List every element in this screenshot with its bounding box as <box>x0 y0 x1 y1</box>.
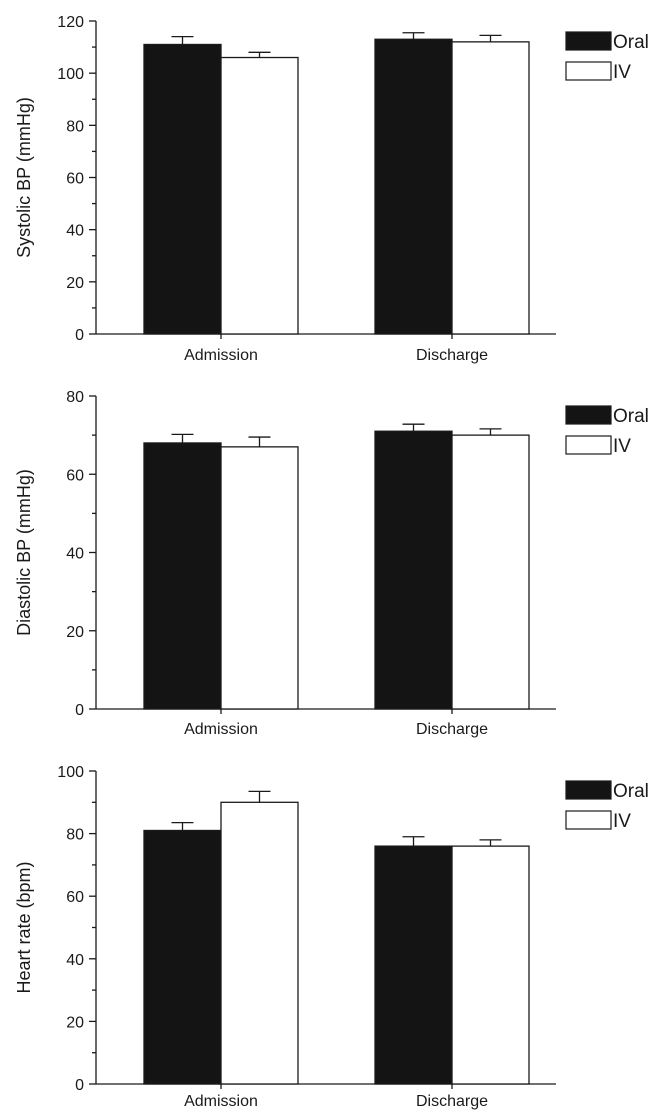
y-tick-label: 80 <box>66 118 84 135</box>
x-category-label: Admission <box>184 721 258 738</box>
legend-swatch-oral <box>565 780 612 800</box>
bar-oral-discharge <box>374 845 453 1085</box>
x-category-label: Admission <box>184 347 258 364</box>
bar-oral-discharge <box>374 430 453 710</box>
y-tick-label: 60 <box>66 171 84 188</box>
legend-label-oral: Oral <box>613 32 649 53</box>
bar-iv-admission <box>220 801 299 1085</box>
bar-iv-admission <box>220 56 299 335</box>
legend: Oral IV <box>565 405 649 457</box>
y-tick-label: 40 <box>66 952 84 969</box>
bar-oral-admission <box>143 442 222 710</box>
y-tick-label: 100 <box>57 66 84 83</box>
y-axis-label: Diastolic BP (mmHg) <box>14 469 34 636</box>
y-tick-label: 0 <box>75 1077 84 1094</box>
bar-oral-discharge <box>374 38 453 335</box>
y-tick-label: 60 <box>66 467 84 484</box>
bar-iv-discharge <box>451 41 530 335</box>
y-tick-label: 0 <box>75 702 84 719</box>
y-tick-label: 20 <box>66 1014 84 1031</box>
legend-swatch-oral <box>565 31 612 51</box>
legend-label-oral: Oral <box>613 781 649 802</box>
y-tick-label: 20 <box>66 275 84 292</box>
bar-oral-admission <box>143 829 222 1085</box>
legend: Oral IV <box>565 780 649 832</box>
legend: Oral IV <box>565 31 649 83</box>
chart-panel-3: 0 20 40 60 80 100 Heart rate (bpm) Admission Dis… <box>14 764 649 1110</box>
y-tick-label: 20 <box>66 624 84 641</box>
legend-swatch-iv <box>565 810 612 830</box>
chart-panel-2: 0 20 40 60 80 Diastolic BP (mmHg) Admission Dis… <box>14 389 649 738</box>
x-category-label: Discharge <box>416 721 488 738</box>
legend-swatch-oral <box>565 405 612 425</box>
y-tick-label: 40 <box>66 223 84 240</box>
y-tick-label: 80 <box>66 389 84 406</box>
y-axis-label: Heart rate (bpm) <box>14 861 34 993</box>
x-category-label: Discharge <box>416 1093 488 1110</box>
y-tick-label: 100 <box>57 764 84 781</box>
y-tick-label: 80 <box>66 827 84 844</box>
legend-label-iv: IV <box>613 436 631 457</box>
x-category-label: Discharge <box>416 347 488 364</box>
bar-iv-admission <box>220 446 299 710</box>
y-tick-label: 60 <box>66 889 84 906</box>
legend-label-iv: IV <box>613 811 631 832</box>
y-tick-label: 40 <box>66 546 84 563</box>
bar-oral-admission <box>143 43 222 335</box>
y-tick-label: 0 <box>75 327 84 344</box>
legend-swatch-iv <box>565 61 612 81</box>
bar-iv-discharge <box>451 845 530 1085</box>
chart-panel-1: 0 20 40 60 80 100 120 Systolic BP (mmHg) Admissi… <box>14 14 649 364</box>
legend-label-iv: IV <box>613 62 631 83</box>
bar-iv-discharge <box>451 434 530 710</box>
legend-swatch-iv <box>565 435 612 455</box>
y-axis-label: Systolic BP (mmHg) <box>14 97 34 258</box>
y-tick-label: 120 <box>57 14 84 31</box>
x-category-label: Admission <box>184 1093 258 1110</box>
legend-label-oral: Oral <box>613 406 649 427</box>
